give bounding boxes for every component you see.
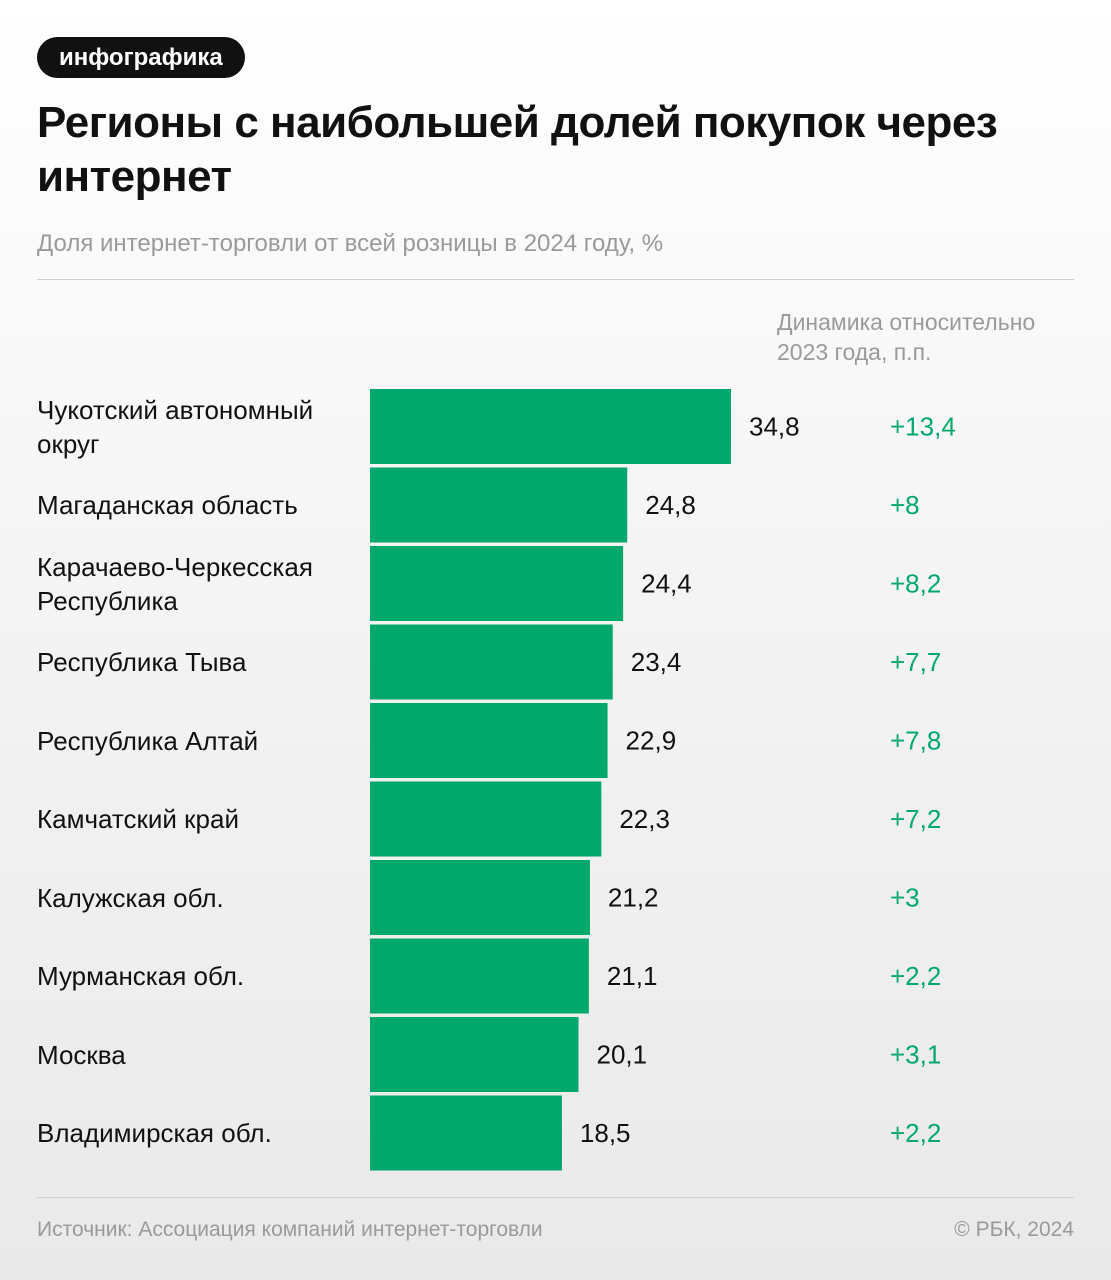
delta-label: +8: [890, 490, 920, 520]
delta-label: +8,2: [890, 569, 941, 599]
bar: [370, 624, 613, 700]
bar: [370, 1095, 562, 1171]
page-title: Регионы с наибольшей долей покупок через…: [37, 98, 998, 201]
delta-label: +7,7: [890, 647, 941, 677]
bar: [370, 781, 602, 857]
bar-value-label: 24,4: [641, 569, 692, 599]
copyright: © РБК, 2024: [954, 1218, 1074, 1241]
bar: [370, 703, 608, 778]
category-label: Камчатский край: [37, 804, 239, 834]
bottom-divider: [37, 1197, 1074, 1198]
bar-value-label: 20,1: [597, 1040, 648, 1070]
bar: [370, 546, 624, 621]
delta-label: +7,2: [890, 804, 941, 834]
bar-value-label: 18,5: [580, 1118, 631, 1148]
delta-label: +7,8: [890, 726, 941, 756]
category-label: Москва: [37, 1039, 126, 1070]
bar: [370, 467, 628, 543]
delta-label: +2,2: [890, 961, 941, 991]
bar: [370, 389, 731, 464]
category-label: Карачаево-Черкесская Республика: [37, 551, 313, 616]
bar: [370, 1017, 579, 1092]
category-label: Республика Алтай: [37, 725, 259, 756]
bar-value-label: 22,9: [626, 726, 677, 756]
bar-value-label: 21,2: [608, 883, 659, 913]
delta-label: +3,1: [890, 1040, 941, 1070]
dynamics-header: Динамика относительно 2023 года, п.п.: [777, 309, 1036, 365]
chart-subtitle: Доля интернет-торговли от всей розницы в…: [37, 230, 664, 257]
infographic-badge: инфографика: [37, 37, 245, 78]
bar: [370, 860, 590, 935]
delta-label: +3: [890, 883, 920, 913]
category-label: Республика Тыва: [37, 647, 247, 677]
top-divider: [37, 279, 1074, 280]
category-label: Магаданская область: [37, 490, 298, 520]
category-label: Калужская обл.: [37, 882, 224, 913]
bar-value-label: 23,4: [631, 647, 682, 677]
category-label: Владимирская обл.: [37, 1118, 272, 1148]
category-label: Мурманская обл.: [37, 961, 245, 991]
bar: [370, 938, 589, 1014]
bar-value-label: 34,8: [749, 412, 800, 442]
delta-label: +13,4: [890, 412, 956, 442]
delta-label: +2,2: [890, 1118, 941, 1148]
bar-value-label: 22,3: [619, 804, 670, 834]
bar-value-label: 24,8: [645, 490, 696, 520]
source-note: Источник: Ассоциация компаний интернет-т…: [37, 1218, 543, 1241]
bar-value-label: 21,1: [607, 961, 658, 991]
category-label: Чукотский автономный округ: [37, 394, 314, 459]
